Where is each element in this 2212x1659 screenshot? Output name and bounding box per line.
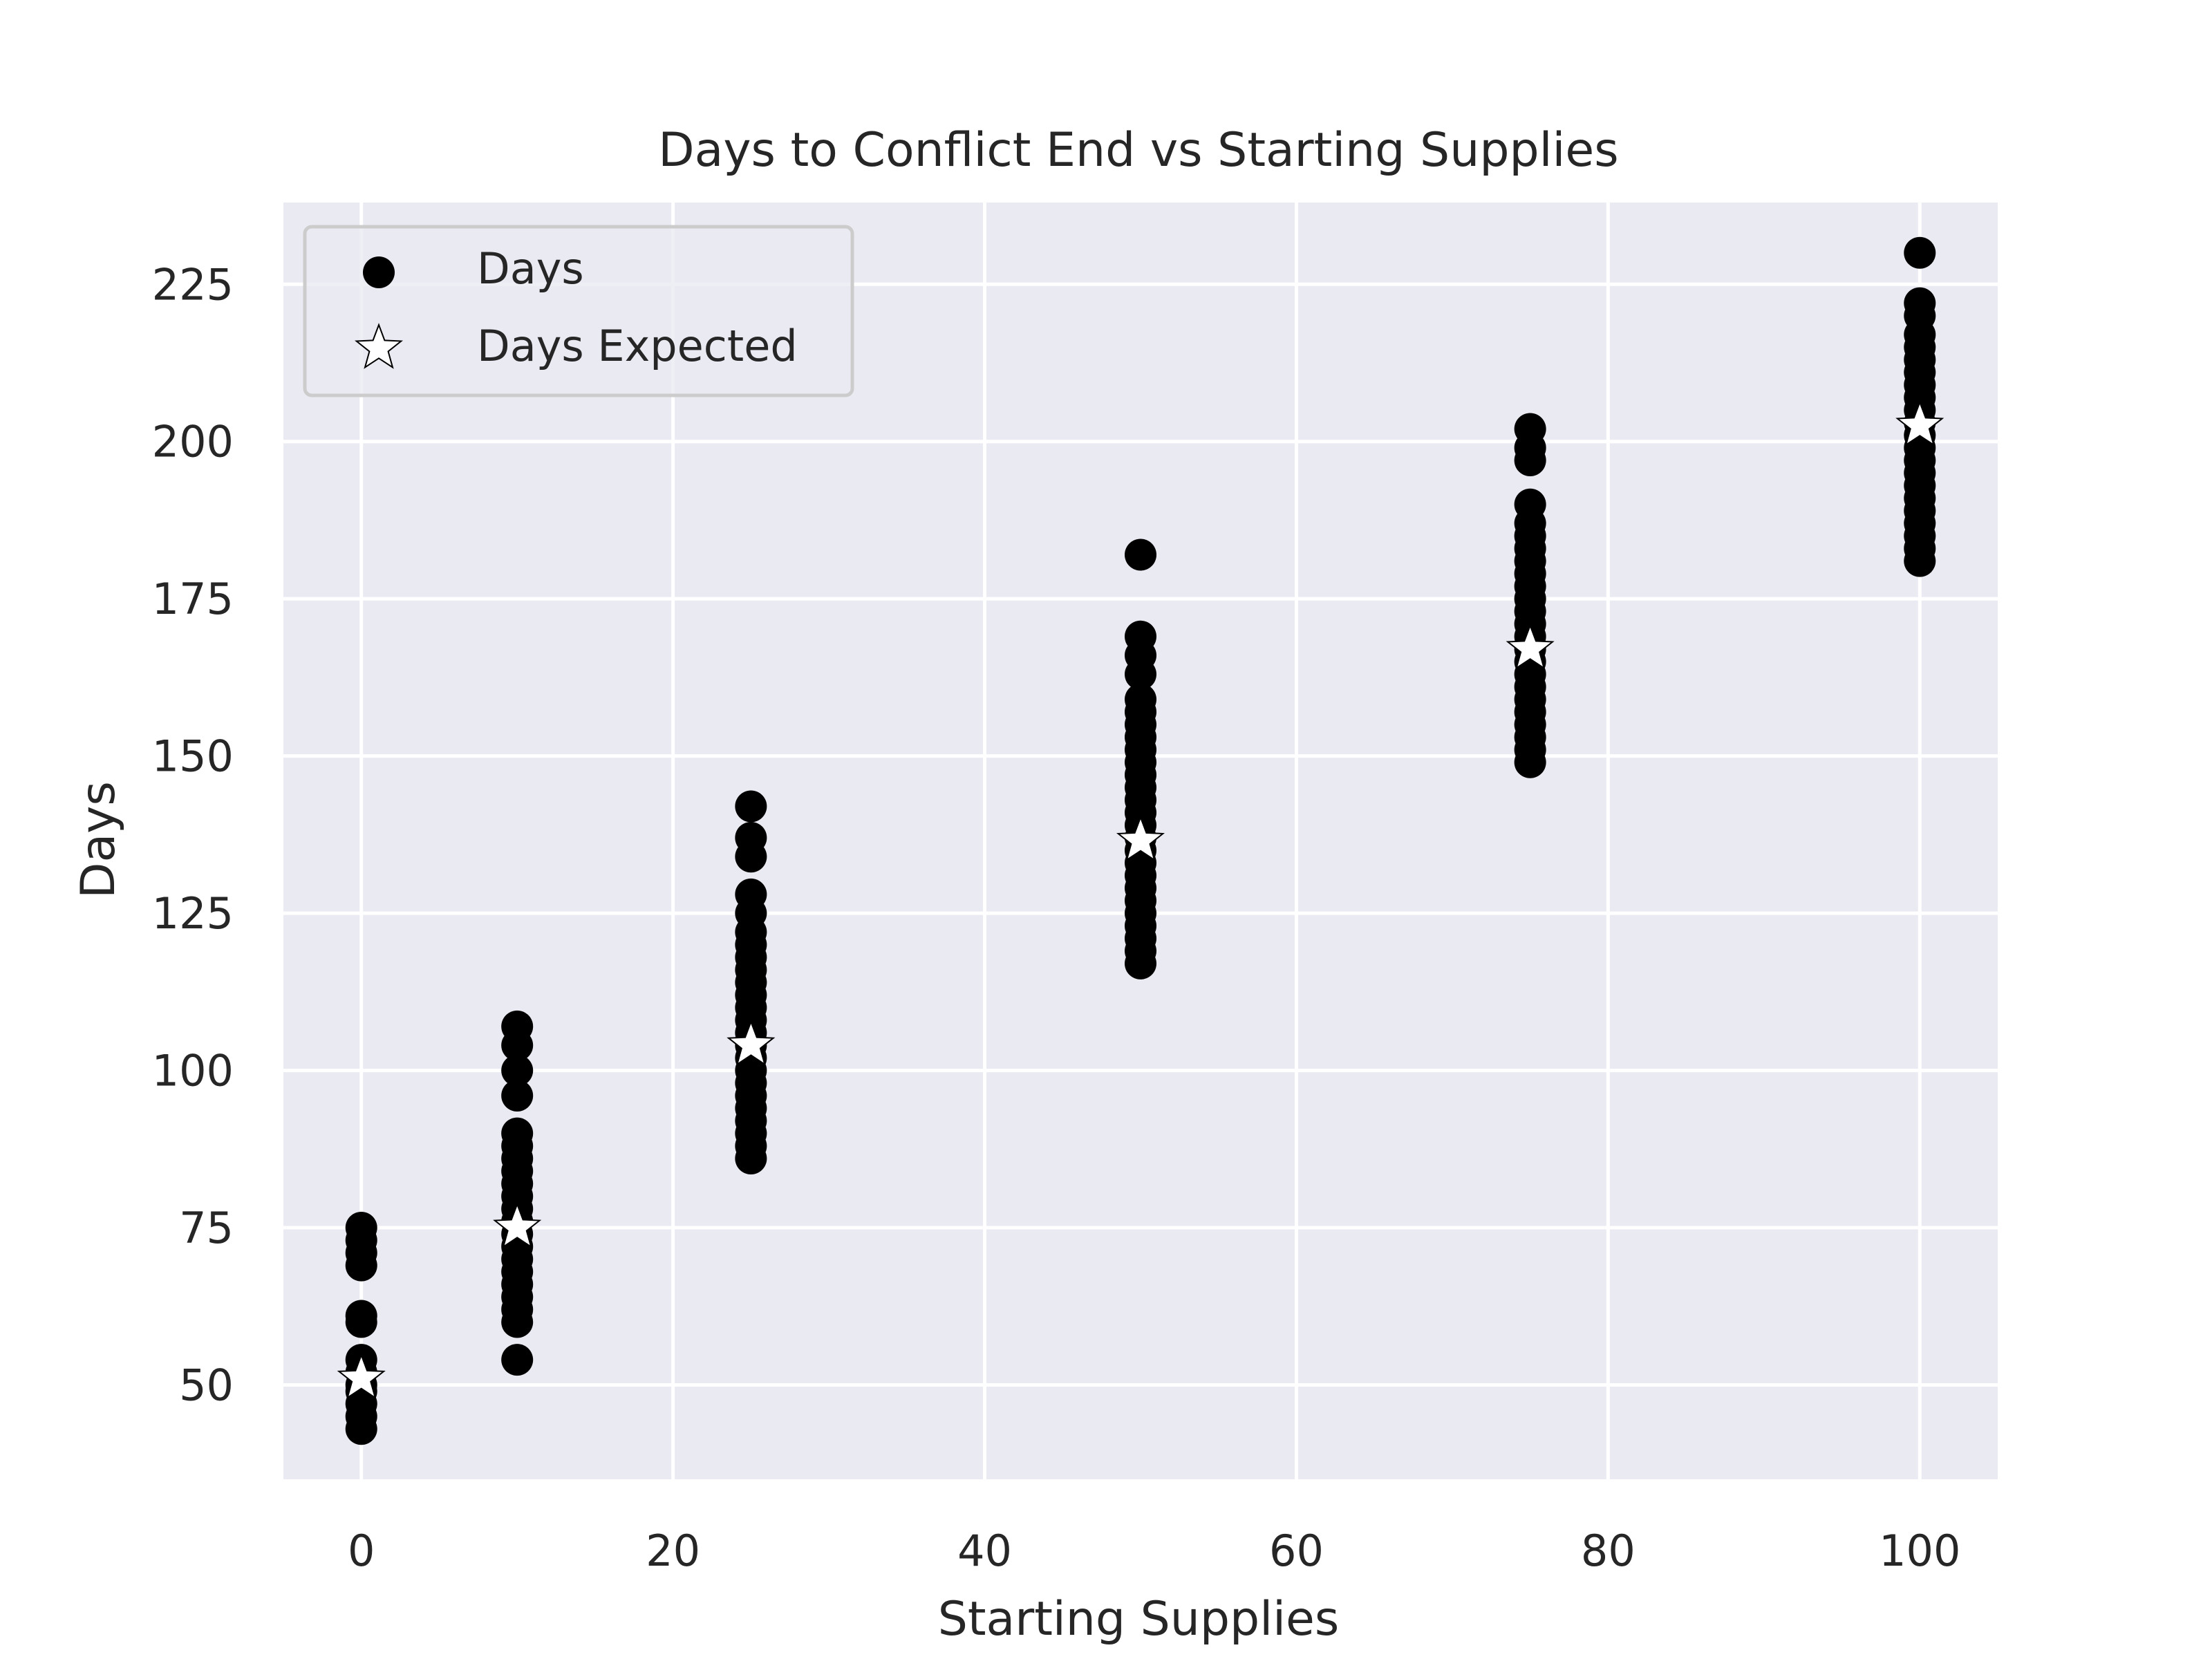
expected-point [727, 1020, 776, 1067]
legend-marker-days-expected [354, 323, 404, 369]
data-point [1514, 413, 1546, 445]
y-tick-label: 175 [152, 574, 234, 624]
data-point [501, 1344, 534, 1376]
y-tick-label: 125 [152, 888, 234, 939]
series-days-expected [337, 400, 1944, 1400]
y-tick-label: 75 [179, 1203, 234, 1253]
expected-point [1506, 624, 1555, 670]
x-tick-label: 60 [1269, 1526, 1324, 1576]
expected-point [337, 1353, 386, 1400]
x-axis-ticks: 0 20 40 60 80 100 [348, 1526, 1960, 1576]
x-tick-label: 0 [348, 1526, 375, 1576]
x-tick-label: 40 [957, 1526, 1012, 1576]
y-tick-label: 225 [152, 259, 234, 310]
data-point [501, 1117, 534, 1150]
legend-box [303, 225, 854, 397]
legend-label-days-expected: Days Expected [477, 321, 798, 371]
data-point [345, 1300, 377, 1332]
x-tick-label: 80 [1581, 1526, 1635, 1576]
data-point [735, 821, 767, 854]
data-point [1125, 683, 1156, 715]
y-tick-label: 200 [152, 417, 234, 467]
legend-marker-days [363, 256, 395, 288]
data-point [1125, 620, 1156, 653]
data-point [1125, 538, 1156, 571]
y-axis-label: Days [71, 781, 126, 899]
chart-title: Days to Conflict End vs Starting Supplie… [658, 123, 1618, 178]
y-tick-label: 150 [152, 731, 234, 782]
data-point [735, 790, 767, 823]
y-tick-label: 50 [179, 1360, 234, 1411]
data-point [1904, 287, 1936, 319]
expected-point [1116, 815, 1165, 862]
y-axis-ticks: 50 75 100 125 150 175 200 225 [152, 259, 234, 1410]
y-tick-label: 100 [152, 1046, 234, 1096]
legend: Days Days Expected [303, 225, 854, 397]
data-point [501, 1010, 534, 1042]
x-tick-label: 20 [646, 1526, 700, 1576]
data-point [501, 1079, 534, 1112]
data-point [1514, 488, 1546, 521]
expected-point [493, 1202, 542, 1248]
data-point [501, 1054, 534, 1087]
data-point [345, 1212, 377, 1244]
expected-point [1895, 400, 1944, 447]
data-point [1904, 236, 1936, 269]
x-axis-label: Starting Supplies [938, 1592, 1340, 1647]
x-tick-label: 100 [1879, 1526, 1960, 1576]
legend-label-days: Days [477, 243, 584, 294]
data-point [735, 878, 767, 910]
